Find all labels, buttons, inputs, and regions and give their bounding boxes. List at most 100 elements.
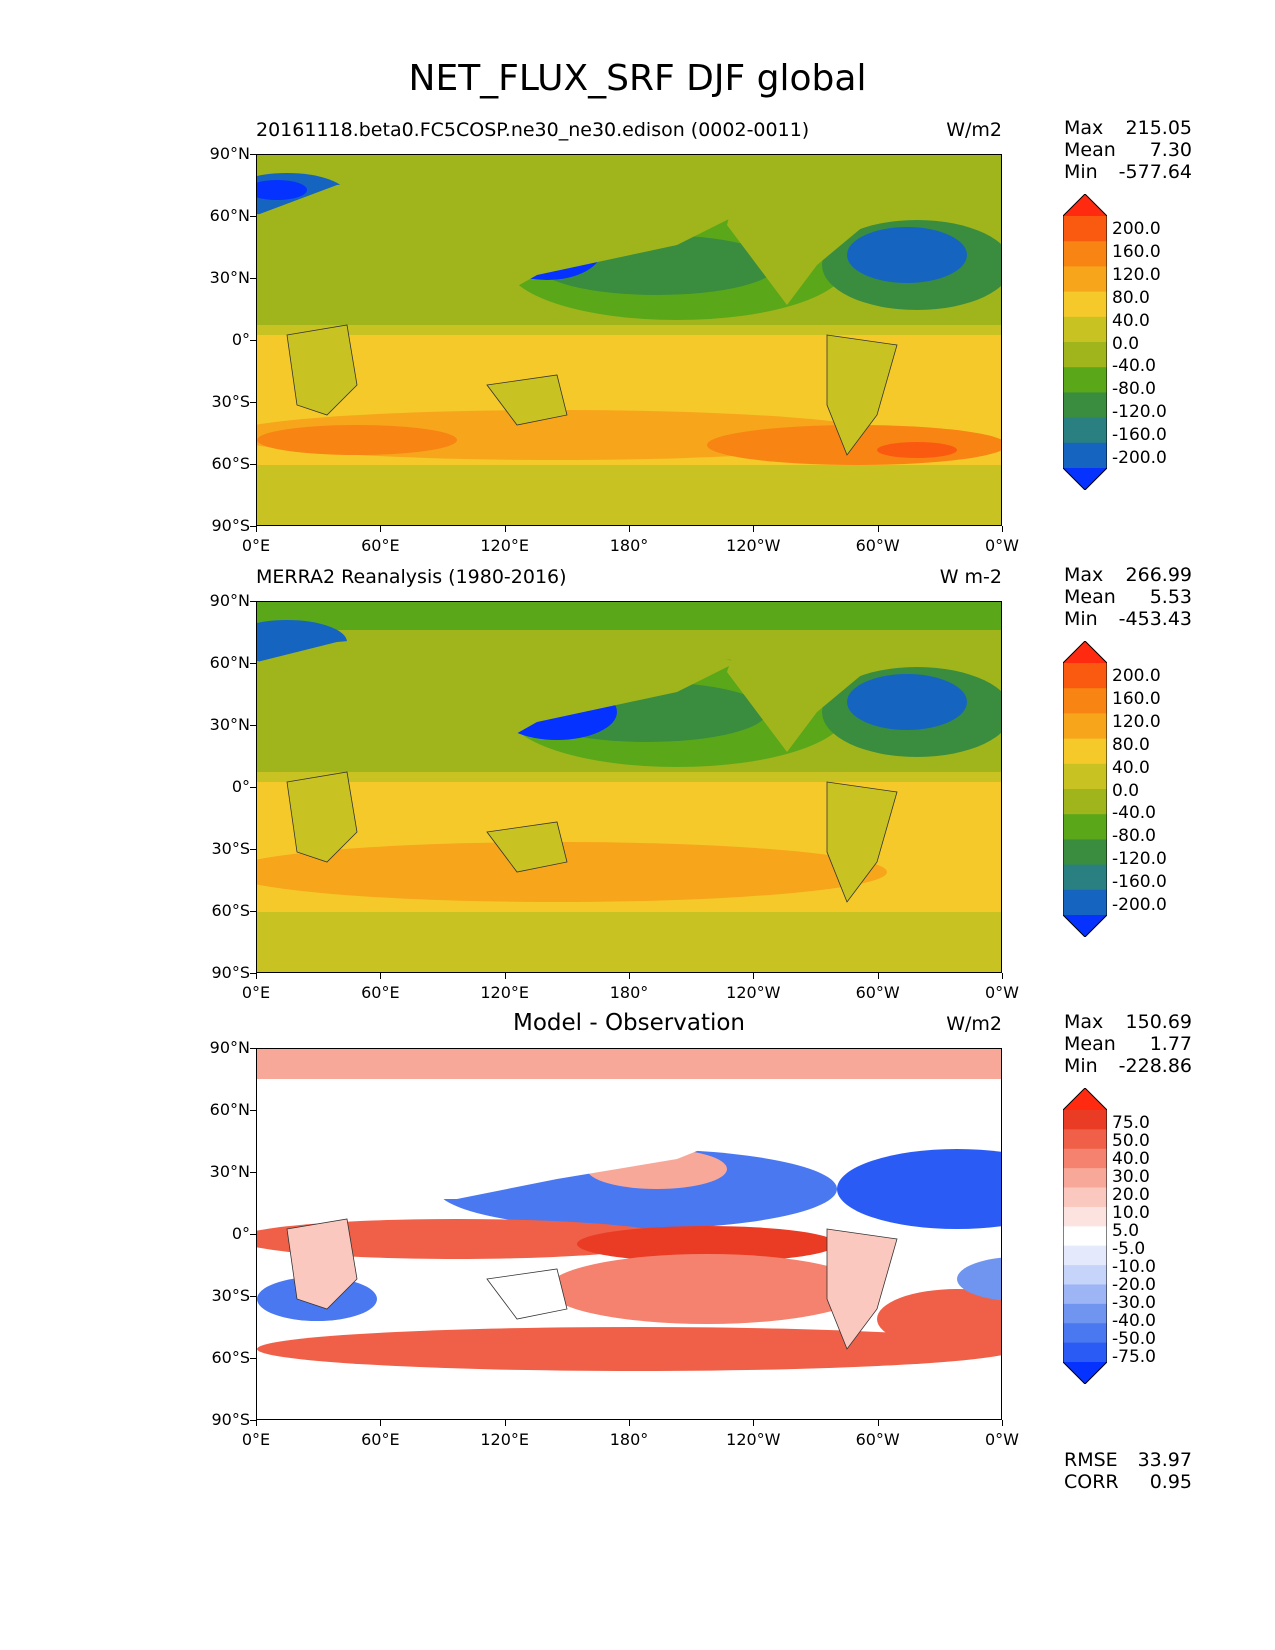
y-tick-label: 90°S bbox=[211, 963, 250, 982]
colorbar-tick-label: -30.0 bbox=[1112, 1293, 1156, 1313]
y-tick-mark bbox=[250, 1048, 256, 1049]
colorbar-tick-label: -120.0 bbox=[1112, 402, 1167, 423]
stats-block: Max 215.05 Mean 7.30 Min -577.64 bbox=[1064, 117, 1192, 183]
colorbar-tick-label: -80.0 bbox=[1112, 826, 1156, 847]
x-tick-label: 0°W bbox=[985, 1430, 1019, 1449]
y-tick-label: 90°S bbox=[211, 516, 250, 535]
x-tick-mark bbox=[629, 973, 630, 979]
stats-block: Max 266.99 Mean 5.53 Min -453.43 bbox=[1064, 564, 1192, 630]
colorbar-segment bbox=[1063, 216, 1107, 242]
colorbar-segment bbox=[1063, 839, 1107, 866]
colorbar-tick-label: 200.0 bbox=[1112, 219, 1161, 239]
colorbar bbox=[1063, 641, 1107, 937]
colorbar-tick-label: 75.0 bbox=[1112, 1113, 1150, 1133]
y-tick-label: 90°N bbox=[209, 591, 250, 610]
colorbar-segment bbox=[1063, 1303, 1107, 1324]
colorbar-segment bbox=[1063, 1187, 1107, 1208]
colorbar-tick-label: -40.0 bbox=[1112, 803, 1156, 824]
stat-value: 266.99 bbox=[1125, 564, 1192, 586]
x-tick-label: 0°E bbox=[241, 1430, 271, 1449]
y-tick-mark bbox=[250, 663, 256, 664]
x-tick-mark bbox=[504, 973, 506, 979]
x-tick-label: 60°E bbox=[361, 983, 400, 1002]
x-tick-label: 180° bbox=[609, 1430, 649, 1449]
stat-label: Min bbox=[1064, 1055, 1098, 1077]
x-tick-label: 0°E bbox=[241, 536, 271, 555]
colorbar-tick-label: 40.0 bbox=[1112, 310, 1150, 331]
x-tick-mark bbox=[629, 526, 630, 532]
x-tick-mark bbox=[1002, 973, 1003, 979]
colorbar-segment bbox=[1063, 889, 1107, 916]
colorbar-tick-label: -40.0 bbox=[1112, 356, 1156, 377]
colorbar-segment bbox=[1063, 789, 1107, 815]
colorbar-segment bbox=[1063, 1245, 1107, 1266]
y-tick-mark bbox=[250, 1296, 256, 1297]
colorbar-segment bbox=[1063, 763, 1107, 790]
y-tick-mark bbox=[250, 340, 256, 341]
y-tick-label: 60°N bbox=[209, 206, 250, 225]
colorbar-segment bbox=[1063, 1148, 1107, 1169]
y-tick-label: 90°N bbox=[209, 1038, 250, 1057]
colorbar-tick-label: 80.0 bbox=[1112, 287, 1150, 308]
x-tick-label: 120°W bbox=[726, 1430, 781, 1449]
panel-units: W m-2 bbox=[939, 566, 1002, 588]
colorbar-segment bbox=[1063, 1168, 1107, 1189]
x-tick-mark bbox=[1002, 526, 1003, 532]
stat-label: Min bbox=[1064, 608, 1098, 630]
colorbar-segment bbox=[1063, 1206, 1107, 1227]
x-tick-mark bbox=[629, 1420, 630, 1426]
x-tick-label: 120°W bbox=[726, 983, 781, 1002]
y-tick-mark bbox=[250, 1172, 256, 1173]
corr-label: CORR bbox=[1064, 1471, 1119, 1493]
panel-difference: Model - Observation W/m2 bbox=[0, 1004, 1275, 1464]
y-tick-mark bbox=[250, 1110, 256, 1111]
stat-label: Max bbox=[1064, 564, 1104, 586]
colorbar-tick-label: -80.0 bbox=[1112, 379, 1156, 400]
y-tick-mark bbox=[250, 601, 256, 602]
panel-title: MERRA2 Reanalysis (1980-2016) bbox=[256, 566, 567, 588]
colorbar-tick-label: 10.0 bbox=[1112, 1203, 1150, 1223]
colorbar-segment bbox=[1063, 1265, 1107, 1285]
colorbar-segment bbox=[1063, 241, 1107, 267]
stat-value: -577.64 bbox=[1118, 161, 1192, 183]
stat-row: Mean 5.53 bbox=[1064, 586, 1192, 608]
colorbar bbox=[1063, 1088, 1107, 1384]
stat-value: 5.53 bbox=[1149, 586, 1192, 608]
x-tick-label: 0°E bbox=[241, 983, 271, 1002]
y-tick-mark bbox=[250, 464, 256, 465]
x-tick-mark bbox=[256, 1420, 257, 1426]
stats-block: Max 150.69 Mean 1.77 Min -228.86 bbox=[1064, 1011, 1192, 1077]
stat-value: 7.30 bbox=[1149, 139, 1192, 161]
colorbar-tick-label: -10.0 bbox=[1112, 1257, 1156, 1277]
x-tick-label: 60°W bbox=[855, 536, 900, 555]
y-tick-label: 0° bbox=[231, 1224, 250, 1243]
corr-value: 0.95 bbox=[1149, 1471, 1192, 1493]
x-tick-label: 180° bbox=[609, 983, 649, 1002]
y-tick-label: 60°N bbox=[209, 653, 250, 672]
panel-model: 20161118.beta0.FC5COSP.ne30_ne30.edison … bbox=[0, 110, 1275, 570]
colorbar-segment bbox=[1063, 266, 1107, 293]
colorbar-segment bbox=[1063, 713, 1107, 740]
colorbar-segment bbox=[1063, 814, 1107, 840]
colorbar-tick-label: 200.0 bbox=[1112, 666, 1161, 686]
map-difference bbox=[256, 1048, 1002, 1420]
x-tick-mark bbox=[877, 1420, 879, 1426]
colorbar-extend-max bbox=[1063, 1088, 1107, 1110]
y-tick-mark bbox=[250, 278, 256, 279]
stat-row: Min -453.43 bbox=[1064, 608, 1192, 630]
y-tick-label: 0° bbox=[231, 330, 250, 349]
x-tick-label: 60°W bbox=[855, 983, 900, 1002]
y-tick-label: 30°S bbox=[211, 1286, 250, 1305]
stat-row: Mean 1.77 bbox=[1064, 1033, 1192, 1055]
stat-value: -453.43 bbox=[1118, 608, 1192, 630]
y-tick-mark bbox=[250, 973, 256, 974]
colorbar-segment bbox=[1063, 291, 1107, 318]
x-tick-label: 60°W bbox=[855, 1430, 900, 1449]
colorbar bbox=[1063, 194, 1107, 490]
x-tick-mark bbox=[1002, 1420, 1003, 1426]
y-tick-label: 60°S bbox=[211, 1348, 250, 1367]
rmse-value: 33.97 bbox=[1137, 1449, 1192, 1471]
y-tick-mark bbox=[250, 1420, 256, 1421]
colorbar-tick-label: 40.0 bbox=[1112, 757, 1150, 778]
colorbar-tick-label: -160.0 bbox=[1112, 425, 1167, 446]
